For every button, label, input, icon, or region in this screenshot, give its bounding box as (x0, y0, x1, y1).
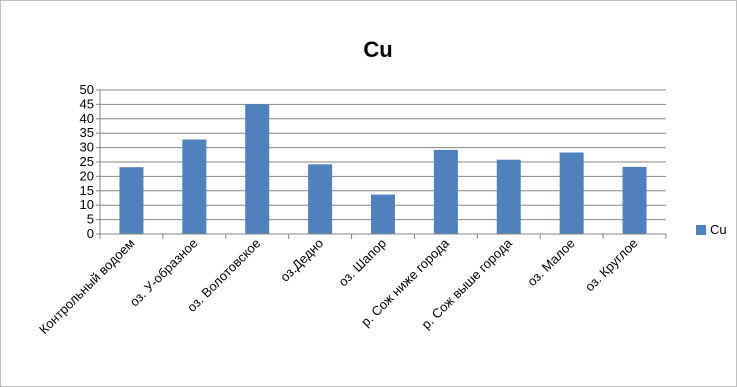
x-category-label: Контрольный водоем (36, 235, 138, 337)
bar (371, 194, 395, 234)
x-category-label: оз. Круглое (582, 236, 641, 295)
y-tick-label: 5 (87, 212, 94, 227)
y-tick-label: 35 (80, 125, 94, 140)
bar (496, 159, 521, 234)
legend-swatch (696, 225, 706, 235)
y-tick-label: 15 (80, 183, 94, 198)
y-tick-label: 40 (80, 111, 94, 126)
axes (96, 89, 667, 239)
bar (119, 167, 144, 234)
bar (433, 149, 458, 234)
x-category-label: оз. Шапор (335, 236, 389, 290)
x-category-label: оз.Дедно (277, 236, 326, 285)
bar (182, 139, 207, 234)
y-tick-label: 0 (87, 226, 94, 241)
legend: Cu (696, 222, 727, 237)
y-tick-label: 30 (80, 140, 94, 155)
chart-title: Cu (363, 37, 392, 62)
bar (559, 152, 584, 234)
bars (119, 104, 647, 235)
y-tick-label: 50 (80, 82, 94, 97)
y-tick-label: 45 (80, 96, 94, 111)
x-category-label: оз. Малое (524, 236, 578, 290)
bar (622, 166, 647, 234)
y-tick-label: 20 (80, 168, 94, 183)
y-tick-label: 25 (80, 154, 94, 169)
bar (245, 104, 270, 235)
legend-label: Cu (710, 222, 727, 237)
y-tick-label: 10 (80, 197, 94, 212)
bar (308, 164, 333, 234)
